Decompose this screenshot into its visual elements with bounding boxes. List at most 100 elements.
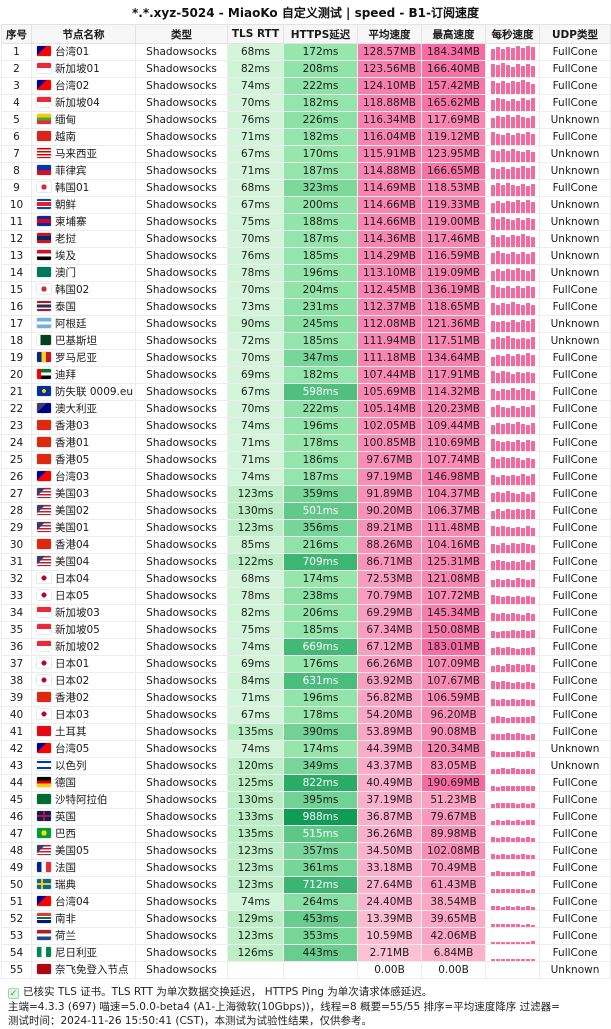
udp-type-cell: FullCone xyxy=(539,842,611,860)
type-cell: Shadowsocks xyxy=(135,281,228,299)
https-delay-cell: 443ms xyxy=(283,944,358,962)
max-speed-cell: 117.51MB xyxy=(421,332,486,350)
speed-bar xyxy=(495,219,500,230)
speed-bar xyxy=(490,235,495,247)
max-speed-cell: 114.32MB xyxy=(421,383,486,401)
speed-bar xyxy=(520,116,525,128)
udp-type-cell: Unknown xyxy=(539,315,611,333)
speed-bar xyxy=(505,422,510,434)
node-name-label: 美国01 xyxy=(55,522,90,534)
avg-speed-cell: 10.59MB xyxy=(357,927,422,945)
col-header-avg-speed: 平均速度 xyxy=(357,24,422,44)
node-name-cell: 香港05 xyxy=(31,451,136,469)
udp-type-cell: FullCone xyxy=(539,553,611,571)
speed-bar xyxy=(505,664,510,672)
speed-bar xyxy=(505,440,510,451)
table-row: 12 老挝 Shadowsocks 70ms 187ms 114.36MB 11… xyxy=(1,230,611,248)
flag-icon-se xyxy=(37,879,51,889)
udp-type-cell: Unknown xyxy=(539,111,611,129)
speed-bar xyxy=(495,47,500,60)
speed-bar xyxy=(525,100,530,111)
node-name-cell: 香港02 xyxy=(31,689,136,707)
max-speed-cell: 150.08MB xyxy=(421,621,486,639)
table-row: 22 澳大利亚 Shadowsocks 70ms 222ms 105.14MB … xyxy=(1,400,611,418)
speed-bar xyxy=(515,389,520,400)
table-row: 46 英国 Shadowsocks 133ms 988ms 36.87MB 79… xyxy=(1,808,611,826)
avg-speed-cell: 124.10MB xyxy=(357,77,422,95)
udp-type-cell: FullCone xyxy=(539,179,611,197)
node-name-label: 新加坡02 xyxy=(55,641,100,653)
speed-bar xyxy=(500,270,505,281)
speed-bar xyxy=(515,64,520,77)
https-delay-cell: 226ms xyxy=(283,111,358,129)
udp-type-cell: FullCone xyxy=(539,451,611,469)
max-speed-cell: 90.08MB xyxy=(421,723,486,741)
per-second-speed-cell xyxy=(485,145,540,163)
index-cell: 34 xyxy=(1,604,32,622)
speed-bar xyxy=(520,47,525,60)
index-cell: 38 xyxy=(1,672,32,690)
speed-bar xyxy=(530,166,535,179)
speed-bar xyxy=(525,185,530,196)
speed-bar xyxy=(525,561,530,570)
speed-bar xyxy=(520,752,525,757)
speed-bar xyxy=(490,854,495,859)
avg-speed-cell: 107.44MB xyxy=(357,366,422,384)
table-row: 10 朝鲜 Shadowsocks 67ms 200ms 114.66MB 11… xyxy=(1,196,611,214)
node-name-cell: 台湾04 xyxy=(31,893,136,911)
speed-bar xyxy=(500,597,505,604)
speed-bar xyxy=(490,613,495,621)
speed-bar xyxy=(505,254,510,264)
speed-bar xyxy=(495,304,500,315)
speed-bar xyxy=(495,664,500,672)
speed-bar xyxy=(520,733,525,740)
speed-bar xyxy=(495,372,500,383)
speed-bar xyxy=(490,203,495,213)
speed-bar xyxy=(515,339,520,349)
speed-bar xyxy=(510,252,515,264)
node-name-cell: 罗马尼亚 xyxy=(31,349,136,367)
speed-bar xyxy=(490,889,495,893)
speed-bar xyxy=(500,612,505,621)
tls-rtt-cell: 67ms xyxy=(227,706,284,724)
index-cell: 28 xyxy=(1,502,32,520)
max-speed-cell: 107.72MB xyxy=(421,587,486,605)
speed-bar xyxy=(510,579,515,587)
avg-speed-cell: 111.18MB xyxy=(357,349,422,367)
speed-bar xyxy=(525,871,530,876)
avg-speed-cell: 97.67MB xyxy=(357,451,422,469)
index-cell: 55 xyxy=(1,961,32,979)
node-name-label: 台湾04 xyxy=(55,896,90,908)
tls-rtt-cell: 71ms xyxy=(227,689,284,707)
udp-type-cell: FullCone xyxy=(539,570,611,588)
udp-type-cell: FullCone xyxy=(539,706,611,724)
speed-bar xyxy=(510,752,515,757)
speed-bar xyxy=(525,493,530,502)
speed-bar xyxy=(490,837,495,842)
speed-bar xyxy=(520,184,525,196)
node-name-cell: 日本03 xyxy=(31,706,136,724)
speed-bar xyxy=(490,253,495,264)
table-row: 5 缅甸 Shadowsocks 76ms 226ms 116.34MB 117… xyxy=(1,111,611,129)
speed-bar xyxy=(530,98,535,111)
avg-speed-cell: 36.87MB xyxy=(357,808,422,826)
index-cell: 17 xyxy=(1,315,32,333)
flag-icon-us xyxy=(37,505,51,515)
per-second-speed-cell xyxy=(485,825,540,843)
udp-type-cell: FullCone xyxy=(539,298,611,316)
speed-bar xyxy=(525,45,530,60)
col-header-max-speed: 最高速度 xyxy=(421,24,486,44)
tls-rtt-cell: 75ms xyxy=(227,213,284,231)
max-speed-cell: 106.37MB xyxy=(421,502,486,520)
speed-bar xyxy=(490,185,495,196)
node-name-cell: 日本02 xyxy=(31,672,136,690)
speed-bar xyxy=(520,698,525,706)
node-name-label: 土耳其 xyxy=(55,726,87,738)
speed-test-table: 序号 节点名称 类型 TLS RTT HTTPS延迟 平均速度 最高速度 每秒速… xyxy=(1,24,611,979)
page-title: *.*.xyz-5024 - MiaoKo 自定义测试 | speed - B1… xyxy=(132,6,479,20)
speed-bar xyxy=(495,354,500,366)
speed-bar xyxy=(515,475,520,485)
speed-bar xyxy=(510,80,515,94)
avg-speed-cell: 112.37MB xyxy=(357,298,422,316)
table-row: 45 沙特阿拉伯 Shadowsocks 130ms 395ms 37.19MB… xyxy=(1,791,611,809)
